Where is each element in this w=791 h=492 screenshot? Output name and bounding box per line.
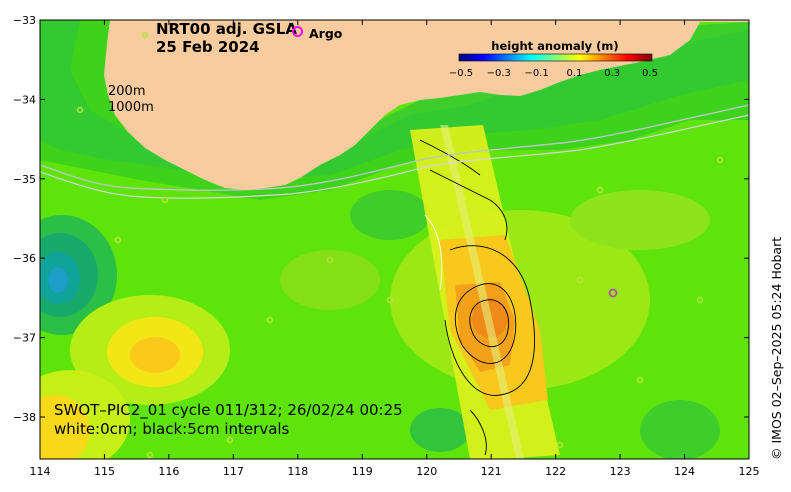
isobath-200m: [40, 104, 749, 191]
lon-tick-label: 124: [674, 465, 695, 478]
anomaly-positive-mid: [280, 250, 380, 310]
anomaly-positive-east: [570, 190, 710, 250]
colorbar-tick-label: 0.1: [566, 68, 582, 79]
lon-tick-label: 120: [416, 465, 437, 478]
anomaly-low-center: [350, 190, 430, 240]
land-australia: [104, 20, 749, 190]
swot-contour-zero: [424, 214, 443, 291]
colorbar-tick-label: 0.3: [604, 68, 620, 79]
swot-caption: SWOT–PIC2_01 cycle 011/312; 26/02/24 00:…: [54, 401, 403, 439]
lat-tick-label: −36: [13, 252, 36, 265]
anomaly-low-se: [640, 400, 720, 459]
imos-credit: © IMOS 02–Sep–2025 05:24 Hobart: [769, 236, 784, 460]
argo-legend: Argo: [292, 26, 342, 41]
swot-nadir-gap: [440, 125, 524, 459]
lat-tick-label: −37: [13, 332, 36, 345]
isobath-labels: 200m 1000m: [108, 84, 154, 116]
colorbar-tick-label: −0.3: [487, 68, 511, 79]
argo-floats: [76, 31, 724, 459]
colorbar-title: height anomaly (m): [491, 39, 618, 53]
swot-contour-2: [469, 299, 510, 347]
plot-area: [40, 20, 749, 459]
lon-tick-label: 121: [481, 465, 502, 478]
anomaly-positive-west-peak: [130, 337, 180, 373]
lon-tick-label: 116: [158, 465, 179, 478]
swot-contour-1: [454, 283, 517, 364]
latitude-axis: −33 −34 −35 −36 −37 −38: [13, 14, 749, 424]
swot-contour-3: [444, 245, 535, 396]
lon-tick-label: 115: [94, 465, 115, 478]
argo-marker-icon: [292, 26, 303, 37]
anomaly-low-south: [410, 408, 470, 452]
longitude-axis: 114 115 116 117 118 119 120 121 122 123 124 125: [30, 20, 760, 478]
map-title: NRT00 adj. GSLA 25 Feb 2024: [156, 20, 297, 56]
map-title-date: 25 Feb 2024: [156, 38, 260, 56]
lon-tick-label: 123: [610, 465, 631, 478]
colorbar-tick-label: −0.5: [449, 68, 473, 79]
lat-tick-label: −38: [13, 411, 36, 424]
lat-tick-label: −35: [13, 173, 36, 186]
colorbar-ticks: −0.5 −0.3 −0.1 0.1 0.3 0.5: [449, 68, 658, 79]
isobath-label-200m: 200m: [108, 84, 146, 99]
colorbar-tick-label: 0.5: [642, 68, 658, 79]
lon-tick-label: 117: [223, 465, 244, 478]
isobath-label-1000m: 1000m: [108, 100, 154, 115]
colorbar-tick-label: −0.1: [524, 68, 548, 79]
lon-tick-label: 125: [739, 465, 760, 478]
eddy-negative-core: [48, 267, 68, 293]
swot-contour-4: [429, 169, 508, 241]
swot-caption-pass: SWOT–PIC2_01 cycle 011/312; 26/02/24 00:…: [54, 401, 403, 419]
map-title-product: NRT00 adj. GSLA: [156, 20, 297, 38]
colorbar-bar: [458, 53, 653, 62]
isobath-1000m: [40, 114, 749, 199]
lon-tick-label: 119: [352, 465, 373, 478]
lon-tick-label: 122: [545, 465, 566, 478]
argo-legend-label: Argo: [309, 26, 343, 41]
lon-tick-label: 118: [287, 465, 308, 478]
lat-tick-label: −33: [13, 14, 36, 27]
swot-caption-contours: white:0cm; black:5cm intervals: [54, 420, 290, 438]
argo-float-highlight: [608, 288, 618, 298]
lat-tick-label: −34: [13, 93, 36, 106]
anomaly-positive-southwest-core: [40, 395, 90, 459]
plot-frame: [39, 19, 750, 460]
swot-contour-6: [469, 409, 487, 456]
lon-tick-label: 114: [30, 465, 51, 478]
colorbar: height anomaly (m) −0.5 −0.3 −0.1 0.1 0.3 0.5: [449, 39, 658, 79]
